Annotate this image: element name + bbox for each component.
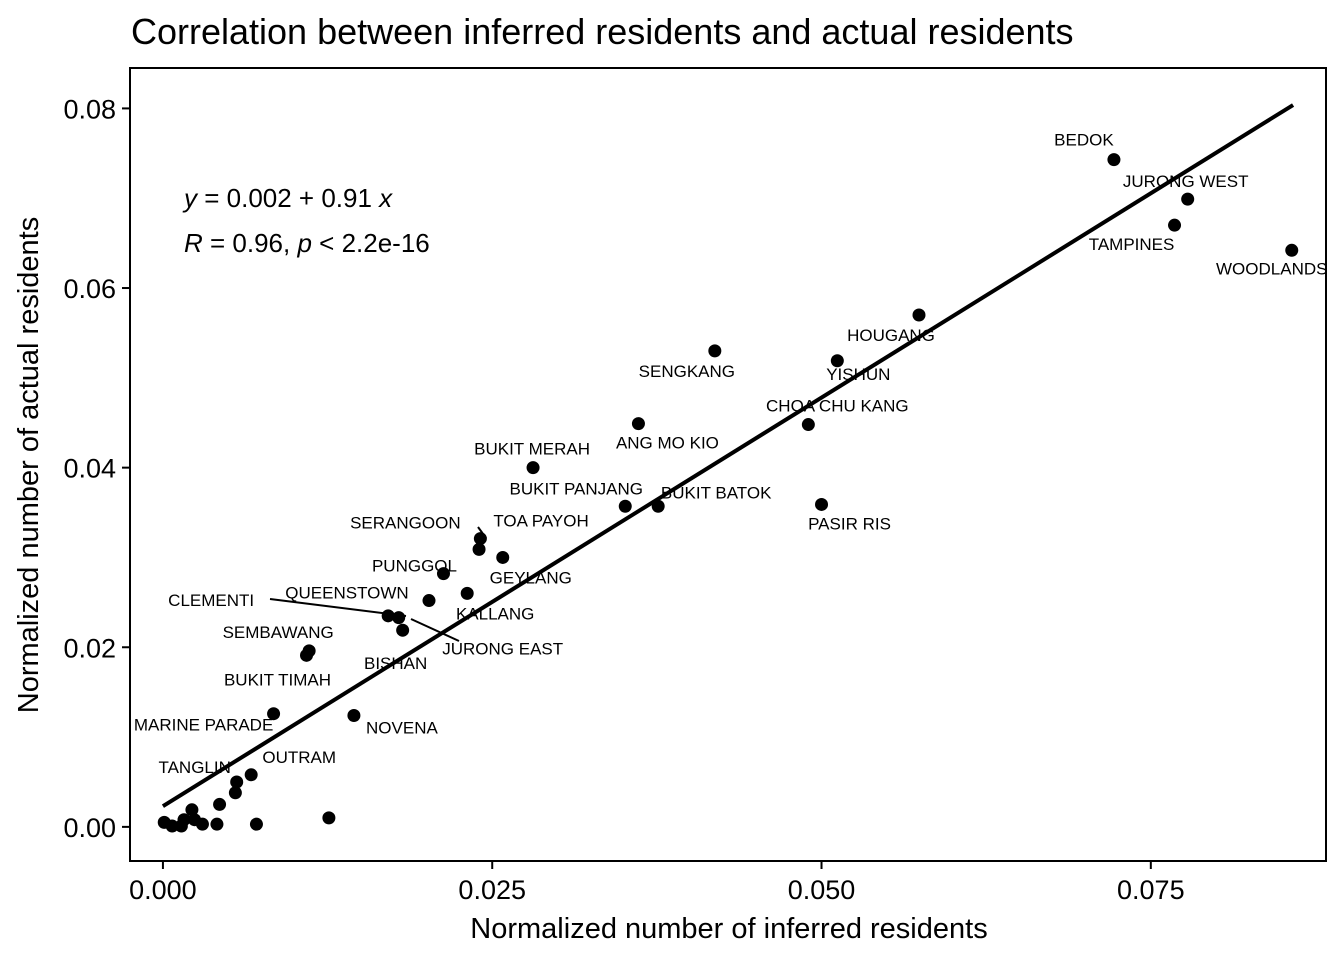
plot-frame — [129, 67, 1327, 862]
point-label-pasir-ris: PASIR RIS — [808, 514, 891, 533]
y-tick-label-0: 0.00 — [63, 813, 116, 843]
point-label-serangoon: SERANGOON — [350, 514, 461, 533]
point-label-hougang: HOUGANG — [847, 326, 935, 345]
point-labels: BEDOK JURONG WEST TAMPINES WOODLANDS HOUGANG… — [134, 131, 1328, 777]
x-axis-label: Normalized number of inferred residents — [470, 913, 987, 945]
x-tick-label-0: 0.000 — [129, 875, 197, 905]
data-point-33 — [210, 817, 224, 831]
data-point-28 — [228, 786, 242, 800]
data-point-tampines — [1168, 218, 1182, 232]
data-point-kallang — [460, 586, 474, 600]
point-label-ang-mo-kio: ANG MO KIO — [616, 434, 719, 453]
point-label-bishan: BISHAN — [364, 654, 427, 673]
point-label-sembawang: SEMBAWANG — [223, 623, 334, 642]
point-label-clementi: CLEMENTI — [168, 591, 254, 610]
correlation-stats: R = 0.96, p < 2.2e-16 — [184, 228, 430, 258]
point-label-punggol: PUNGGOL — [372, 557, 457, 576]
data-point-jurong-west — [1181, 192, 1195, 206]
data-point-ang-mo-kio — [631, 417, 645, 431]
point-label-bukit-timah: BUKIT TIMAH — [224, 670, 331, 689]
data-point-queenstown — [422, 594, 436, 608]
y-tick-label-4: 0.08 — [63, 94, 116, 124]
data-point-novena — [347, 709, 361, 723]
point-label-yishun: YISHUN — [826, 365, 890, 384]
data-point-sengkang — [708, 344, 722, 358]
data-point-29 — [213, 797, 227, 811]
point-label-outram: OUTRAM — [262, 748, 336, 767]
data-point-35 — [188, 813, 202, 827]
data-point-woodlands — [1285, 243, 1299, 257]
point-label-tampines: TAMPINES — [1089, 235, 1175, 254]
y-tick-label-2: 0.04 — [63, 454, 116, 484]
x-tick-label-3: 0.075 — [1117, 875, 1185, 905]
point-label-jurong-east: JURONG EAST — [442, 640, 563, 659]
data-point-punggol — [436, 567, 450, 581]
point-label-bedok: BEDOK — [1054, 131, 1114, 150]
point-label-bukit-batok: BUKIT BATOK — [661, 483, 772, 502]
connector-jurong-east — [410, 618, 460, 642]
data-point-39 — [157, 815, 171, 829]
y-tick-label-1: 0.02 — [63, 633, 116, 663]
x-axis: 0.000 0.025 0.050 0.075 — [129, 861, 1185, 905]
point-label-sengkang: SENGKANG — [639, 362, 735, 381]
regression-line — [161, 103, 1295, 808]
data-point-30 — [185, 803, 199, 817]
data-point-jurong-east — [392, 611, 406, 625]
point-label-jurong-west: JURONG WEST — [1123, 172, 1249, 191]
chart-title: Correlation between inferred residents a… — [131, 11, 1074, 52]
x-tick-label-2: 0.050 — [788, 875, 856, 905]
point-label-kallang: KALLANG — [456, 604, 534, 623]
data-point-31 — [322, 811, 336, 825]
data-point-bedok — [1107, 153, 1121, 167]
data-point-bishan — [396, 623, 410, 637]
data-point-bukit-panjang — [618, 499, 632, 513]
data-points — [157, 153, 1299, 833]
point-label-queenstown: QUEENSTOWN — [285, 584, 408, 603]
data-point-32 — [249, 817, 263, 831]
data-point-outram — [244, 768, 258, 782]
point-label-toa-payoh: TOA PAYOH — [493, 511, 588, 530]
point-label-choa-chu-kang: CHOA CHU KANG — [766, 397, 909, 416]
y-axis: 0.00 0.02 0.04 0.06 0.08 — [63, 94, 130, 843]
data-point-geylang — [496, 550, 510, 564]
data-point-choa-chu-kang — [801, 418, 815, 432]
data-point-yishun — [830, 354, 844, 368]
data-point-tanglin — [230, 775, 244, 789]
data-point-marine-parade — [267, 707, 281, 721]
x-tick-label-1: 0.025 — [458, 875, 526, 905]
point-label-marine-parade: MARINE PARADE — [134, 716, 274, 735]
y-tick-label-3: 0.06 — [63, 274, 116, 304]
data-point-bukit-merah — [526, 461, 540, 475]
point-label-tanglin: TANGLIN — [158, 758, 230, 777]
point-label-bukit-panjang: BUKIT PANJANG — [510, 479, 644, 498]
data-point-clementi — [381, 609, 395, 623]
regression-equation: y = 0.002 + 0.91 x — [182, 183, 393, 213]
point-label-geylang: GEYLANG — [490, 568, 572, 587]
regression-line-group — [161, 103, 1295, 808]
point-label-bukit-merah: BUKIT MERAH — [474, 440, 590, 459]
y-axis-label: Normalized number of actual residents — [13, 217, 45, 713]
data-point-toa-payoh — [472, 542, 486, 556]
data-point-37 — [174, 819, 188, 833]
data-point-bukit-timah — [300, 648, 314, 662]
data-point-serangoon — [473, 532, 487, 546]
point-label-woodlands: WOODLANDS — [1216, 259, 1327, 278]
data-point-pasir-ris — [815, 497, 829, 511]
data-point-bukit-batok — [651, 499, 665, 513]
data-point-hougang — [912, 308, 926, 322]
point-label-novena: NOVENA — [366, 719, 438, 738]
